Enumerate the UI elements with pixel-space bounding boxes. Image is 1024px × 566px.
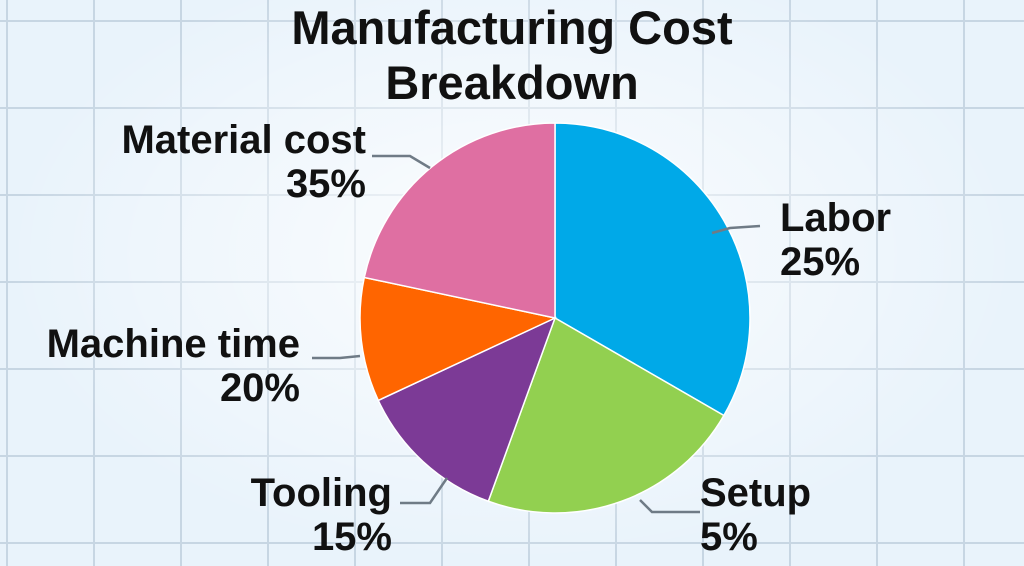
chart-title-line2: Breakdown: [385, 56, 639, 109]
pie-slice-setup: [487, 316, 725, 514]
chart-title: Manufacturing Cost Breakdown: [0, 0, 1024, 110]
chart-title-line1: Manufacturing Cost: [291, 1, 733, 54]
leader-line-material-cost: [372, 154, 431, 170]
slice-value-tooling: 15%: [311, 515, 392, 559]
pie-slice-labor: [554, 122, 751, 417]
slice-label-setup: Setup 5%: [700, 471, 811, 559]
slice-value-setup: 5%: [700, 515, 758, 559]
leader-line-setup: [639, 499, 700, 514]
slice-name-material-cost: Material cost: [121, 118, 366, 162]
leader-line-machine-time: [312, 354, 361, 360]
pie-slice-tooling: [377, 316, 557, 503]
slice-name-tooling: Tooling: [250, 471, 392, 515]
slice-value-labor: 25%: [780, 240, 861, 284]
slice-label-material-cost: Material cost 35%: [121, 118, 366, 206]
slice-name-machine-time: Machine time: [46, 322, 300, 366]
slice-value-material-cost: 35%: [285, 162, 366, 206]
slice-label-labor: Labor 25%: [780, 196, 891, 284]
slice-label-machine-time: Machine time 20%: [47, 322, 300, 410]
slice-value-machine-time: 20%: [219, 366, 300, 410]
slice-name-labor: Labor: [780, 196, 892, 240]
leader-line-labor: [711, 224, 761, 235]
slice-name-setup: Setup: [700, 471, 812, 515]
pie-slice-material-cost: [363, 122, 556, 319]
leader-line-tooling: [400, 477, 449, 505]
slice-label-tooling: Tooling 15%: [251, 471, 392, 559]
